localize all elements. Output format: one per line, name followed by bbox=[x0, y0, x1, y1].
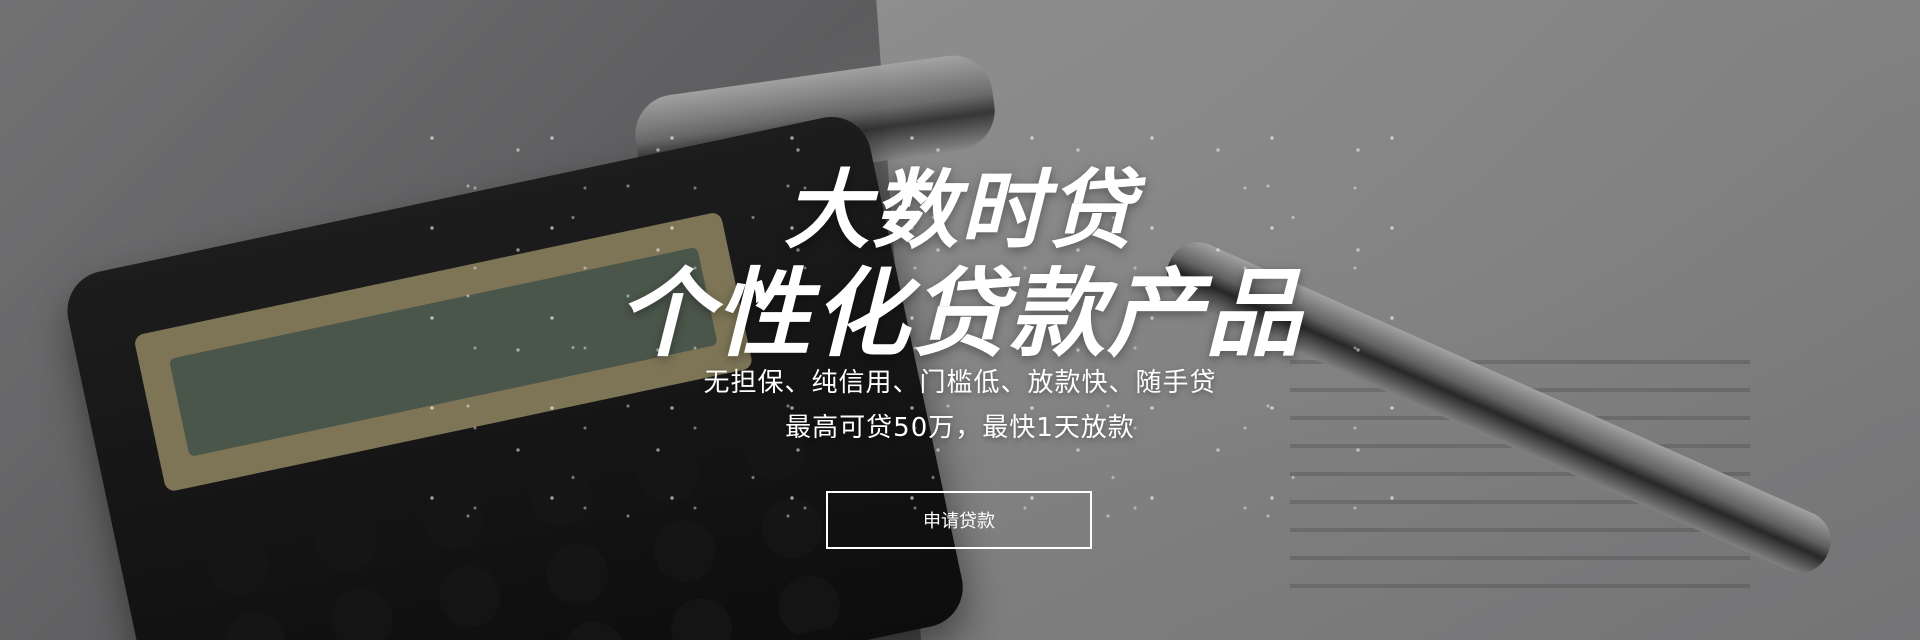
hero-subtitle-line-1: 无担保、纯信用、门槛低、放款快、随手贷 bbox=[703, 368, 1217, 398]
hero-subtitle-line-2: 最高可贷50万，最快1天放款 bbox=[785, 413, 1135, 443]
hero-title-line-2: 个性化贷款产品 bbox=[617, 257, 1303, 370]
decorative-dust-particles bbox=[420, 120, 1400, 540]
apply-loan-button[interactable]: 申请贷款 bbox=[826, 491, 1092, 549]
hero-title-line-1: 大数时贷 bbox=[784, 160, 1136, 261]
